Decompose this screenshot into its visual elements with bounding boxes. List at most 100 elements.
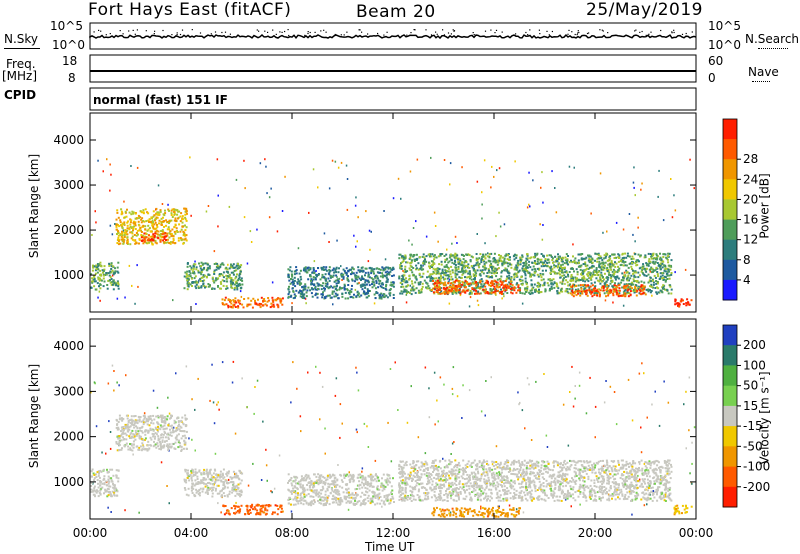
power-region-7-cell bbox=[474, 292, 476, 295]
power-region-1-cell bbox=[168, 220, 171, 223]
power-region-1-cell bbox=[175, 230, 178, 233]
power-region-1-cell bbox=[173, 219, 176, 222]
power-region-6-cell bbox=[652, 283, 655, 286]
power-region-8-cell bbox=[639, 290, 642, 293]
power-region-6-cell bbox=[634, 290, 637, 292]
power-region-6-cell bbox=[527, 264, 530, 267]
power-region-6-cell bbox=[415, 253, 418, 256]
power-speckle bbox=[345, 164, 348, 167]
power-region-6-cell bbox=[506, 258, 509, 261]
power-speckle bbox=[461, 166, 463, 169]
velocity-region-1-cell bbox=[152, 435, 155, 438]
nsearch-point bbox=[634, 30, 636, 32]
power-speckle bbox=[459, 294, 462, 297]
power-region-0-cell bbox=[112, 288, 115, 291]
power-region-6-cell bbox=[547, 278, 550, 281]
power-region-6-cell bbox=[662, 284, 665, 287]
power-colorbar-segment bbox=[723, 139, 737, 160]
power-region-6-cell bbox=[635, 259, 638, 262]
power-region-6-cell bbox=[479, 272, 482, 275]
power-region-1-cell bbox=[155, 213, 158, 216]
power-speckle bbox=[249, 230, 252, 233]
power-region-6-cell bbox=[491, 276, 494, 279]
power-region-1-cell bbox=[154, 219, 156, 222]
nsky-label: N.Sky bbox=[4, 32, 39, 46]
power-region-6-cell bbox=[431, 279, 433, 282]
power-region-6-cell bbox=[536, 282, 539, 285]
power-region-5-cell bbox=[317, 283, 320, 286]
power-region-6-cell bbox=[582, 275, 585, 278]
velocity-region-1-cell bbox=[151, 432, 154, 435]
power-region-6-cell bbox=[566, 290, 569, 293]
power-speckle bbox=[590, 212, 592, 215]
power-region-8-cell bbox=[593, 294, 596, 296]
power-region-6-cell bbox=[474, 264, 477, 267]
power-region-6-cell bbox=[417, 262, 420, 265]
power-region-1-cell bbox=[185, 212, 188, 215]
power-ytick-label: 3000 bbox=[53, 178, 84, 192]
power-region-5-cell bbox=[290, 294, 293, 297]
power-speckle bbox=[551, 170, 553, 173]
velocity-region-1-cell bbox=[139, 435, 142, 438]
power-region-1-cell bbox=[169, 241, 172, 244]
power-region-6-cell bbox=[525, 268, 528, 271]
velocity-region-1-cell bbox=[156, 421, 159, 424]
velocity-speckle bbox=[191, 398, 193, 401]
velocity-region-0-cell bbox=[96, 490, 99, 493]
power-region-1-cell bbox=[120, 208, 123, 211]
velocity-region-1-cell bbox=[129, 447, 132, 450]
power-speckle bbox=[503, 295, 505, 298]
power-region-1-cell bbox=[131, 210, 134, 213]
power-region-5-cell bbox=[373, 272, 375, 275]
power-region-6-cell bbox=[611, 279, 614, 282]
velocity-region-1-cell bbox=[136, 422, 139, 425]
power-region-6-cell bbox=[543, 281, 546, 284]
power-region-2-cell bbox=[153, 236, 156, 239]
power-region-8-cell bbox=[591, 284, 594, 287]
power-region-6-cell bbox=[635, 284, 638, 287]
power-region-6-cell bbox=[408, 257, 411, 260]
power-region-6-cell bbox=[634, 270, 637, 273]
velocity-region-1-cell bbox=[129, 443, 131, 445]
velocity-speckle bbox=[480, 410, 483, 413]
power-region-7-cell bbox=[438, 286, 441, 289]
power-region-1-cell bbox=[137, 233, 139, 236]
power-region-3-cell bbox=[215, 268, 218, 271]
power-speckle bbox=[493, 175, 495, 178]
power-region-6-cell bbox=[635, 271, 638, 274]
power-region-5-cell bbox=[389, 294, 392, 297]
power-region-5-cell bbox=[315, 275, 318, 278]
power-region-7-cell bbox=[492, 283, 495, 286]
power-region-6-cell bbox=[636, 279, 639, 282]
power-region-6-cell bbox=[643, 267, 645, 270]
nsearch-point bbox=[256, 29, 258, 31]
power-region-6-cell bbox=[428, 262, 431, 265]
power-colorbar-segment bbox=[723, 199, 737, 220]
power-region-1-cell bbox=[179, 220, 182, 223]
power-region-6-cell bbox=[652, 254, 655, 257]
power-region-5-cell bbox=[328, 269, 331, 271]
power-region-6-cell bbox=[587, 259, 590, 262]
power-region-4-cell bbox=[267, 299, 270, 302]
power-region-6-cell bbox=[583, 276, 585, 279]
nave-dotted-line bbox=[752, 81, 770, 82]
nsearch-point bbox=[128, 30, 130, 32]
velocity-speckle bbox=[341, 422, 343, 425]
power-region-6-cell bbox=[549, 287, 551, 290]
power-region-2-cell bbox=[148, 238, 150, 241]
nsearch-point bbox=[309, 31, 311, 34]
power-region-6-cell bbox=[491, 269, 494, 272]
velocity-region-1-cell bbox=[127, 430, 130, 433]
power-region-6-cell bbox=[506, 292, 509, 294]
power-region-5-cell bbox=[391, 267, 394, 270]
power-region-3-cell bbox=[208, 285, 211, 288]
power-region-6-cell bbox=[428, 255, 431, 258]
power-region-1-cell bbox=[126, 236, 129, 239]
power-region-6-cell bbox=[467, 263, 470, 266]
power-region-5-cell bbox=[299, 289, 301, 292]
power-region-6-cell bbox=[603, 282, 606, 285]
velocity-region-1-cell bbox=[144, 421, 147, 424]
power-speckle bbox=[657, 195, 659, 198]
velocity-speckle bbox=[194, 408, 196, 411]
power-region-1-cell bbox=[166, 228, 169, 231]
